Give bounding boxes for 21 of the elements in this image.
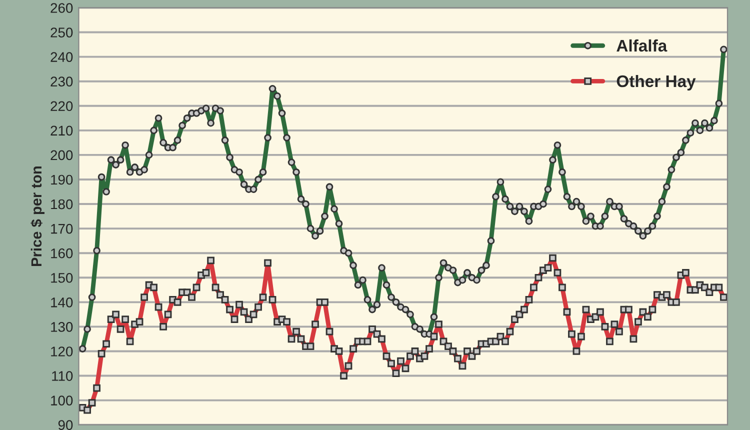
y-tick-label: 140 xyxy=(51,298,73,308)
y-tick-label: 170 xyxy=(51,224,73,234)
y-tick-label: 120 xyxy=(51,346,73,356)
legend-label: Alfalfa xyxy=(616,39,668,52)
y-tick-label: 160 xyxy=(51,248,73,258)
y-tick-label: 210 xyxy=(50,126,73,136)
y-tick-label: 180 xyxy=(51,199,73,210)
legend-label: Other Hay xyxy=(616,74,696,90)
y-tick-label: 240 xyxy=(50,52,73,62)
y-tick-label: 90 xyxy=(58,420,73,430)
y-tick-label: 250 xyxy=(50,28,73,38)
y-tick-label: 260 xyxy=(50,3,73,13)
y-tick-label: 220 xyxy=(50,101,73,112)
y-axis-title: Price $ per ton xyxy=(30,166,44,266)
y-tick-label: 100 xyxy=(51,396,73,406)
y-tick-label: 150 xyxy=(51,272,73,283)
y-tick-label: 230 xyxy=(50,76,73,87)
y-tick-label: 190 xyxy=(51,174,73,185)
y-tick-label: 110 xyxy=(52,371,73,381)
y-tick-label: 130 xyxy=(51,322,73,332)
y-tick-label: 200 xyxy=(50,150,73,160)
